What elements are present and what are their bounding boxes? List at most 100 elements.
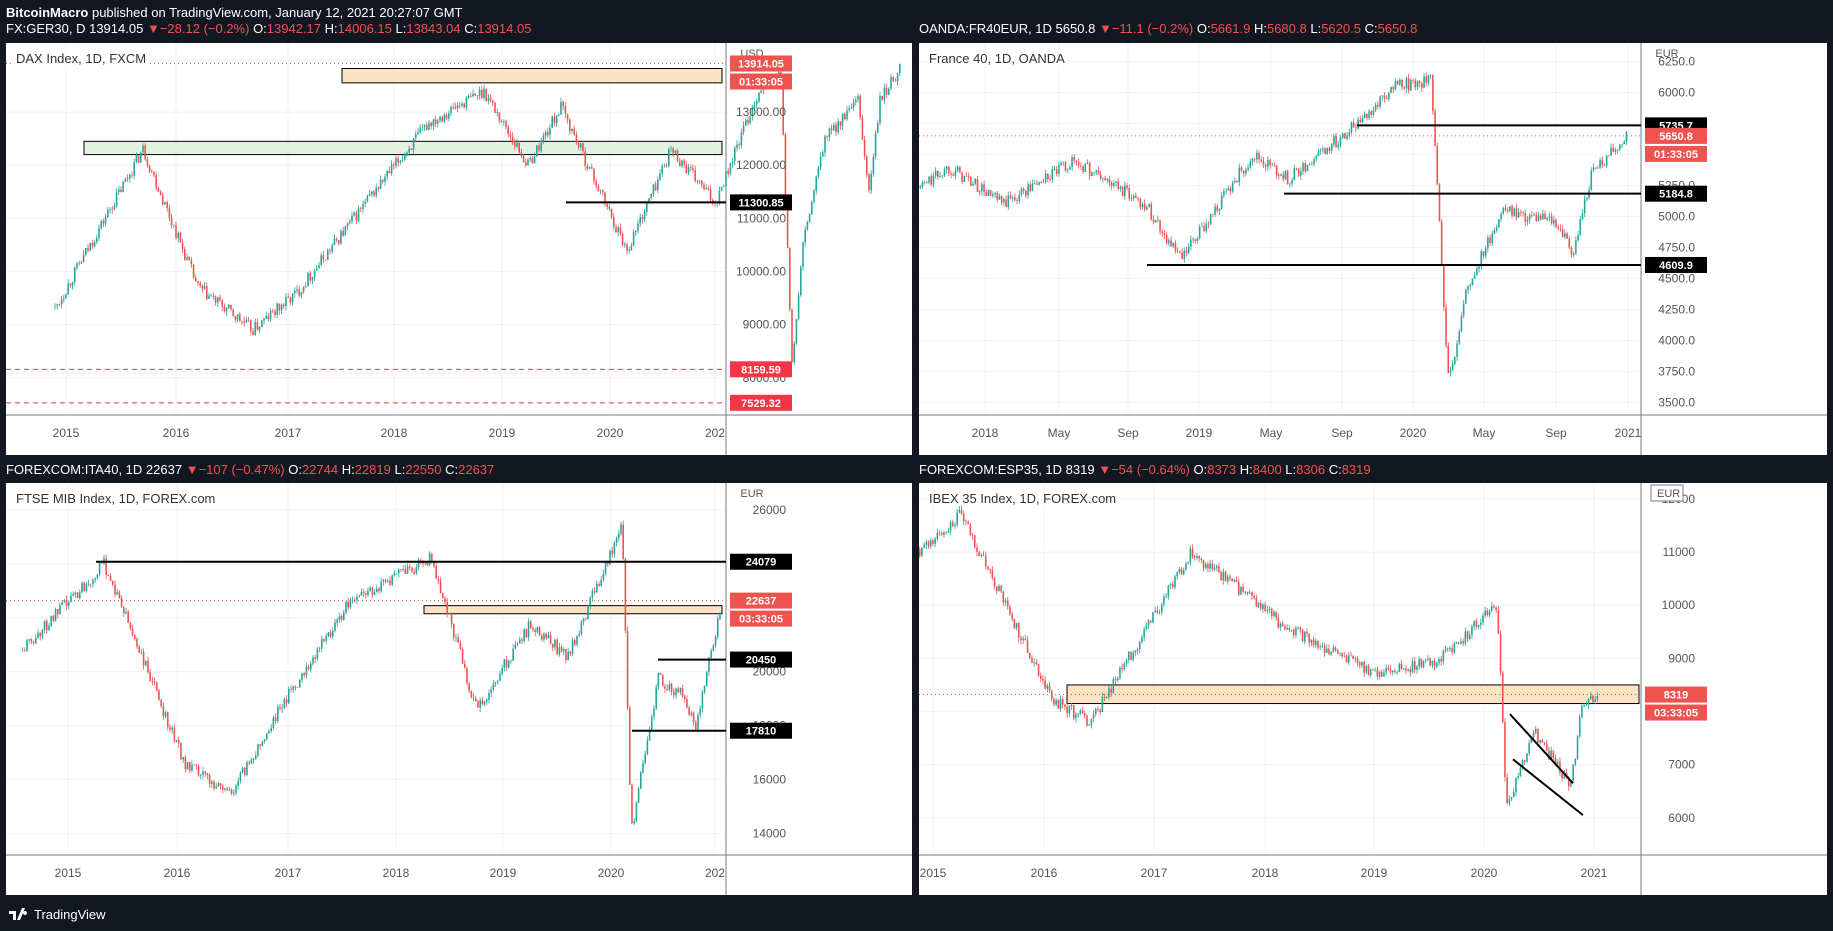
candle-body (1381, 95, 1384, 97)
last-price-label: 22637 (746, 596, 777, 608)
candle-body (129, 174, 131, 179)
candle-body (1399, 79, 1401, 85)
candle-body (1449, 370, 1452, 373)
publish-header: BitcoinMacro published on TradingView.co… (0, 0, 1833, 40)
chart-svg[interactable]: 2600024000220002000018000160001400020152… (6, 483, 912, 895)
chart-panel-cac[interactable]: 6250.06000.05750.05500.05250.05000.04750… (919, 43, 1827, 455)
candle-body (378, 588, 380, 592)
candle-body (1403, 87, 1406, 89)
candle-body (1471, 278, 1474, 286)
candle-body (1526, 219, 1529, 222)
candle-body (936, 532, 939, 539)
candle-body (1165, 596, 1167, 598)
candle-body (813, 190, 815, 202)
candle-body (723, 186, 725, 188)
last-price-label: 13914.05 (738, 59, 784, 71)
candle-body (1046, 685, 1049, 689)
candle-body (443, 115, 446, 122)
candle-body (1367, 665, 1370, 676)
candle-body (791, 309, 793, 362)
candle-body (1339, 137, 1342, 145)
level-value-label-bg (730, 651, 792, 668)
candle-body (1015, 623, 1018, 629)
chart-svg[interactable]: 1200011000100009000800070006000201520162… (919, 483, 1827, 895)
candle-body (69, 283, 72, 286)
candle-body (558, 647, 561, 655)
candle-body (1396, 81, 1399, 85)
candle-body (556, 639, 558, 655)
candle-body (424, 562, 426, 564)
bar-countdown-label-bg (1645, 704, 1707, 721)
candle-body (107, 574, 110, 576)
candle-body (617, 533, 620, 538)
candle-body (323, 638, 325, 641)
candle-body (1187, 562, 1189, 564)
candle-body (1035, 662, 1038, 665)
candle-body (731, 161, 734, 164)
candle-body (371, 191, 373, 195)
y-tick-label: 10000.00 (736, 265, 786, 279)
change: −11.1 (−0.2%) (1111, 21, 1194, 36)
candle-body (294, 686, 297, 688)
candle-body (996, 192, 999, 200)
candle-body (430, 553, 433, 563)
y-tick-label: 10000 (1662, 598, 1696, 612)
candle-body (510, 660, 512, 662)
candle-body (390, 164, 393, 174)
candle-body (358, 595, 360, 597)
candle-body (677, 688, 679, 693)
candle-body (212, 296, 215, 297)
candle-body (243, 767, 246, 776)
bar-countdown-label-bg (1645, 145, 1707, 162)
candle-body (1271, 164, 1274, 166)
candle-body (1237, 581, 1240, 595)
brand-name[interactable]: TradingView (34, 907, 106, 922)
candle-body (1328, 648, 1330, 655)
ohlc-line-2: OANDA:FR40EUR, 1D 5650.8 ▼−11.1 (−0.2%) … (919, 21, 1418, 36)
candle-body (21, 650, 24, 652)
chart-panel-ibex[interactable]: 1200011000100009000800070006000201520162… (919, 483, 1827, 895)
chart-svg[interactable]: 6250.06000.05750.05500.05250.05000.04750… (919, 43, 1827, 455)
candle-body (428, 122, 430, 130)
candle-body (701, 180, 703, 185)
publisher-name[interactable]: BitcoinMacro (6, 5, 89, 20)
chart-svg[interactable]: 13000.00 12000.00 11000.00 10000.00 9000.00 8… (6, 43, 912, 455)
candle-body (725, 170, 727, 187)
candle-body (804, 229, 806, 243)
candle-body (338, 616, 341, 620)
candle-body (402, 568, 404, 571)
candle-body (1354, 658, 1357, 660)
candle-body (125, 611, 127, 614)
candle-body (391, 575, 393, 585)
candle-body (1335, 136, 1337, 147)
candle-body (1161, 231, 1164, 234)
ohlc-line-4: FOREXCOM:ESP35, 1D 8319 ▼−54 (−0.64%) O:… (919, 462, 1371, 477)
x-tick-label: May (1048, 426, 1071, 440)
candle-body (1033, 183, 1036, 185)
candle-body (236, 314, 239, 320)
candle-body (1581, 705, 1583, 718)
candle-body (1389, 669, 1392, 673)
candle-body (758, 92, 760, 102)
candle-body (498, 112, 501, 122)
candle-body (692, 712, 695, 723)
candle-body (102, 221, 105, 224)
candle-body (1537, 728, 1539, 743)
candle-body (1297, 168, 1300, 176)
candle-body (1407, 669, 1409, 671)
y-tick-label: 6000 (1668, 811, 1695, 825)
candle-body (217, 783, 220, 787)
candle-body (538, 145, 540, 151)
candle-body (1330, 651, 1332, 655)
candle-body (131, 174, 133, 176)
candle-body (492, 683, 495, 690)
level-value-label: 24079 (746, 557, 777, 569)
candle-body (144, 145, 146, 160)
candle-body (1159, 220, 1161, 232)
chart-panel-ftse-mib[interactable]: 2600024000220002000018000160001400020152… (6, 483, 912, 895)
low: 8306 (1296, 462, 1326, 477)
candle-body (606, 561, 609, 565)
candle-body (948, 166, 950, 174)
candle-body (1102, 178, 1104, 179)
chart-panel-dax[interactable]: 13000.00 12000.00 11000.00 10000.00 9000.00 8… (6, 43, 912, 455)
